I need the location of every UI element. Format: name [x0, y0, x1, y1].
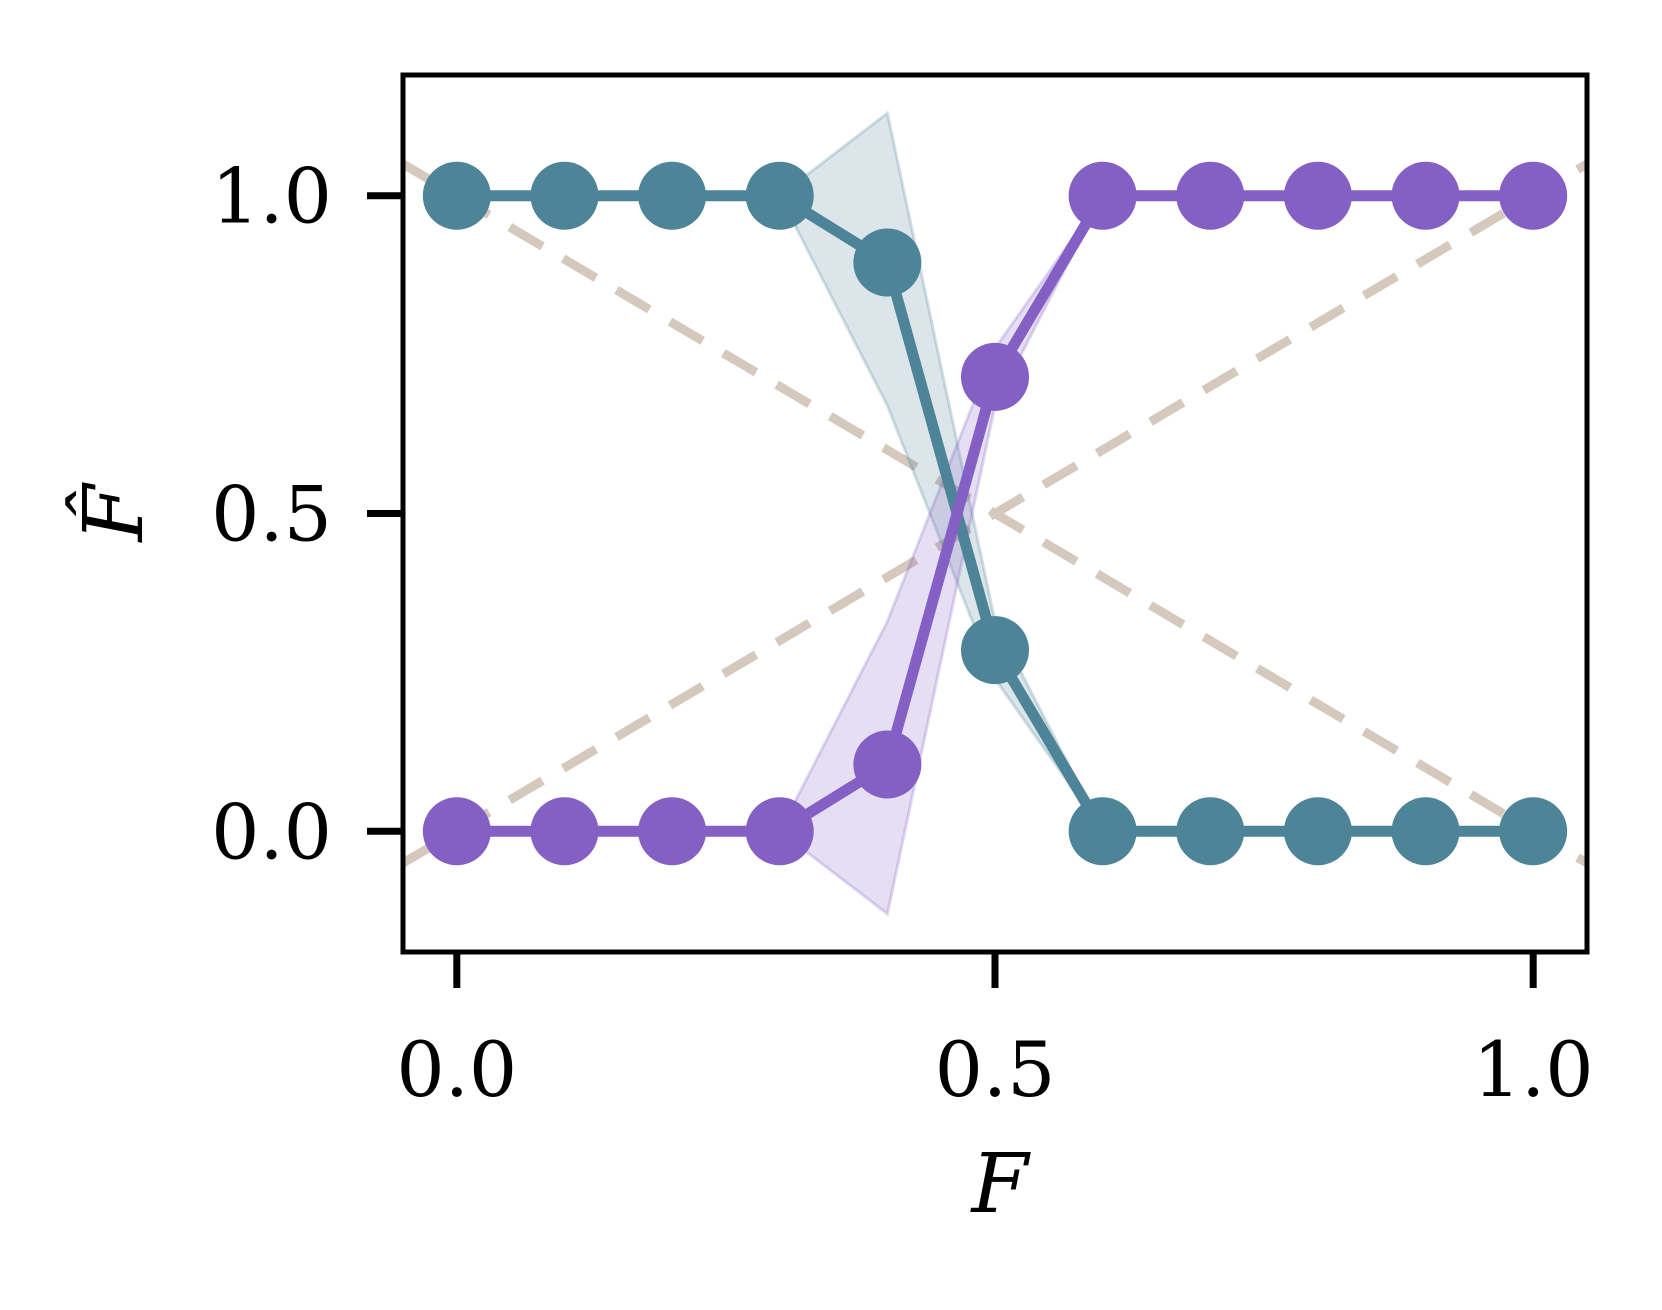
axis-ticks: 0.0 0.5 1.0 0.0 0.5 1.0: [211, 152, 1593, 1114]
series-1-point: [1176, 797, 1245, 866]
series-1-point: [1068, 797, 1137, 866]
reference-line-2: [403, 160, 1587, 867]
y-axis-label: F̂: [65, 481, 162, 543]
series-1-point: [1499, 797, 1568, 866]
series-2-point: [853, 730, 922, 799]
series-1-point: [745, 161, 814, 230]
series-2-point: [1499, 161, 1568, 230]
series-2-point: [638, 797, 707, 866]
series-2-point: [422, 797, 491, 866]
series-2-point: [745, 797, 814, 866]
series-1-point: [422, 161, 491, 230]
reference-lines: [403, 160, 1587, 867]
series-2-point: [1391, 161, 1460, 230]
series-2-point: [530, 797, 599, 866]
x-tick-label: 0.5: [935, 1025, 1056, 1114]
series-2-band: [456, 194, 1534, 917]
confidence-bands: [456, 110, 1534, 917]
series-1-point: [853, 228, 922, 297]
x-axis-label: F: [970, 1137, 1032, 1232]
series-2-point: [1176, 161, 1245, 230]
x-tick-label: 1.0: [1473, 1025, 1594, 1114]
series-2-point: [961, 342, 1029, 411]
series-2-point: [1068, 161, 1137, 230]
y-tick-label: 0.0: [211, 787, 332, 876]
series-1-point: [1283, 797, 1352, 866]
series-1-point: [961, 616, 1029, 685]
series-points: [422, 161, 1568, 866]
y-tick-label: 1.0: [211, 152, 332, 241]
series-2-point: [1283, 161, 1352, 230]
y-tick-label: 0.5: [211, 470, 332, 559]
series-1-point: [1391, 797, 1460, 866]
series-1-point: [530, 161, 599, 230]
series-1-point: [638, 161, 707, 230]
x-tick-label: 0.0: [396, 1025, 517, 1114]
series-1-band: [456, 110, 1534, 833]
